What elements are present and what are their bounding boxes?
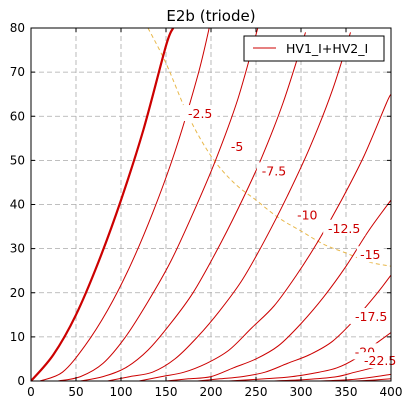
y-tick-label: 40 [10,198,25,212]
x-tick-label: 300 [290,385,313,399]
series-line [165,199,391,381]
y-tick-label: 60 [10,109,25,123]
series-line [39,28,210,381]
curve-label-bg [350,308,393,325]
curve-label: -7.5 [262,163,286,178]
curve-label-bg [183,105,218,122]
x-tick-label: 100 [110,385,133,399]
y-tick-label: 80 [10,21,25,35]
curve-label-bg [323,219,366,236]
curve-label-bg [356,246,384,263]
curve-label: -5 [231,139,243,154]
x-tick-label: 150 [155,385,178,399]
series-line [57,28,259,381]
x-tick-label: 50 [68,385,83,399]
grid [31,28,391,381]
x-tick-label: 0 [27,385,35,399]
curves [31,28,391,381]
curve-label-bg [256,162,292,179]
legend-label: HV1_I+HV2_I [286,41,368,56]
curve-label: -2.5 [188,106,212,121]
curve-label: -15 [360,247,380,262]
y-tick-label: 20 [10,286,25,300]
axis-ticks: 0 50 100 150 200 250 300 350 400 0 10 20 30 40 50 60 70 8… [10,21,403,399]
legend: HV1_I+HV2_I [243,35,385,62]
curve-labels: -2.5-5-7.5-10-12.5-15-17.5-20-22.5 [183,105,402,369]
x-tick-label: 200 [200,385,223,399]
curve-label: -10 [297,208,317,223]
x-tick-label: 350 [335,385,358,399]
curve-label: -17.5 [355,309,387,324]
x-tick-label: 250 [245,385,268,399]
y-tick-label: 10 [10,330,25,344]
series-line [80,32,306,381]
curve-label-bg [227,138,247,155]
curve-label: -12.5 [328,221,360,236]
y-tick-label: 0 [17,374,25,388]
curve-label-bg [293,206,321,223]
y-tick-label: 50 [10,153,25,167]
series-line [107,32,351,381]
x-tick-label: 400 [380,385,403,399]
series-line [197,274,391,381]
y-tick-label: 30 [10,242,25,256]
chart-title: E2b (triode) [166,7,255,25]
y-tick-label: 70 [10,65,25,79]
series-line [31,28,175,381]
series-line [138,93,391,381]
curve-label: -22.5 [364,353,396,368]
